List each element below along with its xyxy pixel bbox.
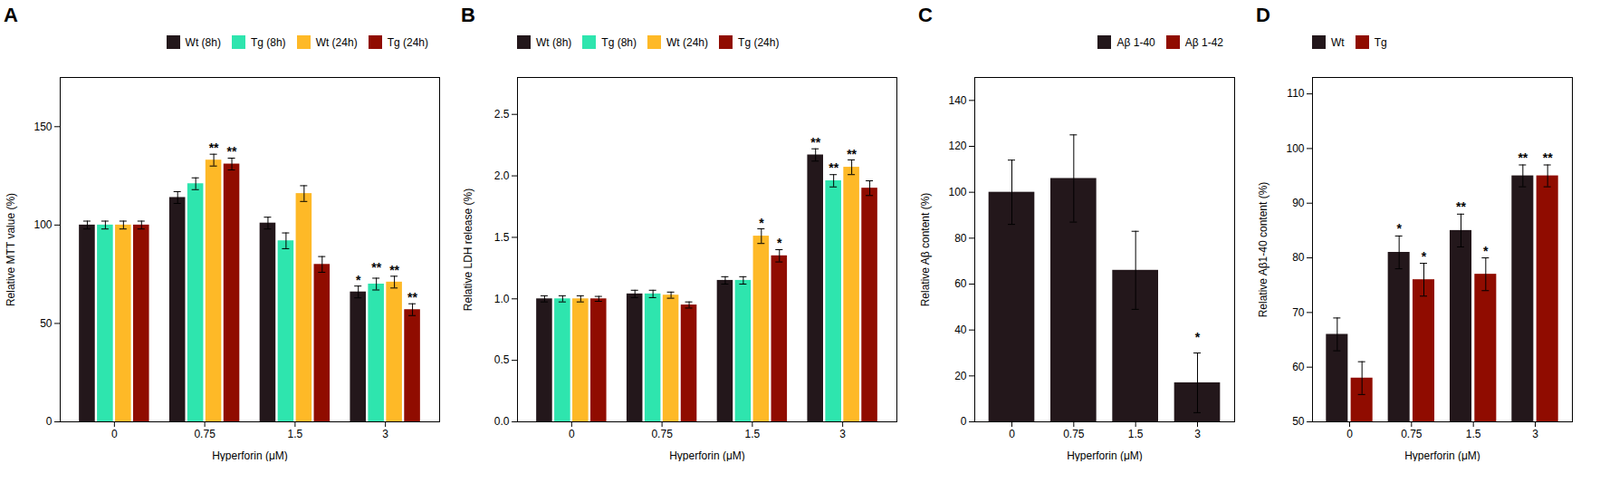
svg-text:1.5: 1.5 (494, 230, 510, 244)
html-text:Tg (24h): Tg (24h) (737, 35, 780, 49)
svg-text:140: 140 (948, 94, 967, 107)
svg-text:1.5: 1.5 (745, 427, 761, 441)
svg-text:0.75: 0.75 (1063, 427, 1085, 441)
svg-text:50: 50 (1292, 414, 1305, 428)
html-text:Wt (24h): Wt (24h) (315, 35, 358, 49)
svg-text:*: * (1195, 329, 1201, 345)
svg-text:120: 120 (948, 139, 967, 153)
svg-text:**: ** (227, 143, 238, 159)
svg-text:1.0: 1.0 (494, 292, 510, 306)
svg-text:90: 90 (1292, 196, 1305, 210)
svg-text:**: ** (209, 140, 220, 155)
html-text:Wt (8h): Wt (8h) (185, 35, 221, 49)
svg-text:**: ** (1456, 199, 1466, 214)
svg-text:3: 3 (1532, 427, 1539, 441)
svg-text:0: 0 (1346, 427, 1353, 441)
svg-text:100: 100 (1285, 142, 1304, 155)
svg-text:Relative Aβ content (%): Relative Aβ content (%) (919, 192, 932, 307)
svg-text:110: 110 (1286, 86, 1304, 100)
svg-text:Hyperforin (μM): Hyperforin (μM) (1404, 449, 1481, 462)
svg-text:2.5: 2.5 (494, 107, 510, 121)
svg-text:**: ** (407, 289, 418, 305)
html-text:Wt (24h): Wt (24h) (666, 35, 709, 49)
svg-text:0: 0 (1008, 427, 1016, 441)
html-text:A: A (3, 3, 19, 27)
html-text:Aβ 1-40: Aβ 1-40 (1116, 35, 1156, 49)
svg-text:**: ** (1542, 150, 1553, 165)
svg-text:80: 80 (954, 231, 968, 245)
svg-text:0: 0 (111, 427, 118, 441)
svg-text:0.5: 0.5 (494, 353, 510, 366)
svg-text:40: 40 (954, 323, 968, 336)
svg-text:Relative LDH release (%): Relative LDH release (%) (461, 188, 475, 311)
svg-text:100: 100 (948, 185, 967, 199)
svg-text:**: ** (828, 160, 839, 175)
svg-text:0: 0 (960, 414, 968, 428)
svg-text:2.0: 2.0 (494, 169, 510, 183)
svg-text:3: 3 (839, 427, 846, 441)
svg-text:Hyperforin (μM): Hyperforin (μM) (1066, 449, 1143, 462)
svg-text:3: 3 (1194, 427, 1201, 441)
svg-text:3: 3 (382, 427, 389, 441)
svg-text:**: ** (846, 146, 857, 162)
svg-text:60: 60 (954, 277, 968, 290)
svg-text:100: 100 (33, 218, 52, 231)
svg-text:0: 0 (568, 427, 575, 441)
svg-text:50: 50 (39, 316, 53, 330)
svg-text:1.5: 1.5 (287, 427, 304, 441)
html-text:Tg: Tg (1374, 35, 1387, 49)
svg-text:*: * (776, 235, 783, 250)
svg-text:150: 150 (33, 120, 52, 134)
svg-text:*: * (758, 215, 765, 230)
html-text:Wt (8h): Wt (8h) (536, 35, 572, 49)
svg-text:20: 20 (954, 369, 968, 383)
svg-text:*: * (1483, 243, 1489, 259)
svg-text:**: ** (389, 262, 400, 278)
svg-text:0.75: 0.75 (651, 427, 673, 441)
svg-text:*: * (1421, 249, 1428, 264)
svg-text:0.0: 0.0 (494, 414, 510, 428)
svg-text:*: * (1396, 220, 1402, 236)
html-text:Tg (8h): Tg (8h) (250, 35, 286, 49)
html-text:D: D (1255, 3, 1271, 27)
svg-text:0.75: 0.75 (193, 427, 216, 441)
svg-text:*: * (355, 272, 362, 288)
svg-text:Relative MTT value (%): Relative MTT value (%) (4, 192, 18, 307)
html-text:Tg (24h): Tg (24h) (387, 35, 429, 49)
html-text:Wt: Wt (1331, 35, 1345, 49)
svg-text:80: 80 (1292, 250, 1305, 264)
svg-text:Relative Aβ1-40 content (%): Relative Aβ1-40 content (%) (1256, 182, 1270, 318)
html-text:Tg (8h): Tg (8h) (601, 35, 637, 49)
svg-text:1.5: 1.5 (1128, 427, 1144, 441)
html-text:Aβ 1-42: Aβ 1-42 (1185, 35, 1224, 49)
svg-text:Hyperforin (μM): Hyperforin (μM) (211, 449, 288, 462)
svg-text:1.5: 1.5 (1465, 427, 1482, 441)
svg-text:Hyperforin (μM): Hyperforin (μM) (669, 449, 746, 462)
svg-text:0: 0 (46, 414, 53, 428)
svg-text:**: ** (1517, 150, 1528, 165)
svg-text:60: 60 (1292, 360, 1305, 374)
html-text:B: B (460, 3, 476, 27)
svg-text:70: 70 (1292, 306, 1305, 319)
svg-text:**: ** (810, 134, 821, 150)
html-text:C: C (918, 3, 933, 27)
svg-text:0.75: 0.75 (1400, 427, 1423, 441)
svg-text:**: ** (371, 259, 382, 275)
